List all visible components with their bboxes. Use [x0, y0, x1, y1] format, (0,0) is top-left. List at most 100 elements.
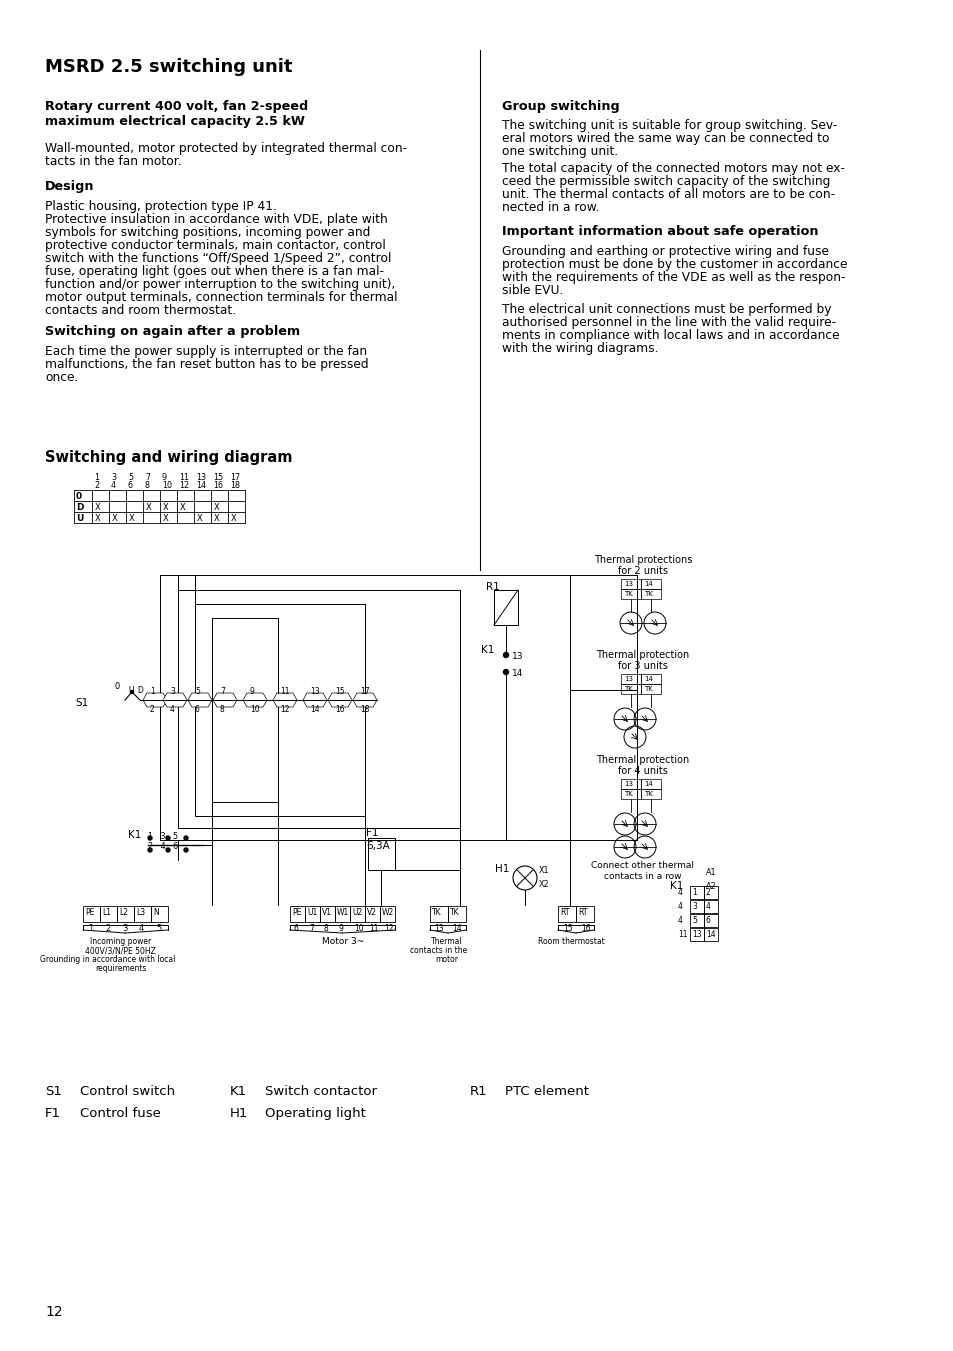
Text: 16: 16: [335, 705, 344, 713]
Text: 1: 1: [88, 924, 93, 934]
Text: 5: 5: [194, 688, 200, 696]
Bar: [640, 580, 660, 589]
Text: 8: 8: [324, 924, 329, 934]
Bar: [194, 604, 365, 816]
Bar: [368, 838, 395, 870]
Bar: [689, 928, 703, 942]
Text: 7: 7: [145, 473, 150, 482]
Circle shape: [166, 836, 170, 840]
Text: motor output terminals, connection terminals for thermal: motor output terminals, connection termi…: [45, 290, 397, 304]
Text: 7: 7: [309, 924, 314, 934]
Text: 6: 6: [128, 481, 132, 490]
Text: 2: 2: [105, 924, 111, 934]
Bar: [430, 907, 448, 921]
Text: 17: 17: [230, 473, 240, 482]
Text: 14: 14: [452, 924, 461, 934]
Text: malfunctions, the fan reset button has to be pressed: malfunctions, the fan reset button has t…: [45, 358, 368, 372]
Text: 12: 12: [179, 481, 189, 490]
Text: 1: 1: [691, 888, 696, 897]
Bar: [335, 907, 350, 921]
Text: Control switch: Control switch: [80, 1085, 175, 1098]
Text: 4: 4: [678, 916, 682, 925]
Text: 12: 12: [280, 705, 289, 713]
Bar: [448, 907, 465, 921]
Circle shape: [184, 848, 188, 852]
Text: Thermal protection: Thermal protection: [596, 755, 689, 765]
Polygon shape: [303, 693, 327, 707]
Text: 6: 6: [294, 924, 298, 934]
Bar: [133, 907, 151, 921]
Bar: [640, 684, 660, 694]
Text: 11: 11: [678, 929, 687, 939]
Text: 13: 13: [512, 653, 523, 661]
Bar: [151, 907, 168, 921]
Text: protective conductor terminals, main contactor, control: protective conductor terminals, main con…: [45, 239, 385, 253]
Text: A1: A1: [705, 867, 716, 877]
Text: 14: 14: [643, 676, 652, 682]
Text: 6: 6: [194, 705, 200, 713]
Bar: [83, 907, 100, 921]
Text: X: X: [231, 513, 236, 523]
Text: 2   4   6: 2 4 6: [148, 842, 178, 851]
Text: 13: 13: [310, 688, 319, 696]
Text: motor: motor: [435, 955, 458, 965]
Bar: [290, 907, 305, 921]
Text: ments in compliance with local laws and in accordance: ments in compliance with local laws and …: [501, 330, 839, 342]
Bar: [576, 907, 594, 921]
Text: Grounding and earthing or protective wiring and fuse: Grounding and earthing or protective wir…: [501, 245, 828, 258]
Text: 11: 11: [179, 473, 189, 482]
Text: 5: 5: [128, 473, 133, 482]
Text: Connect other thermal: Connect other thermal: [591, 861, 694, 870]
Text: one switching unit.: one switching unit.: [501, 145, 618, 158]
Polygon shape: [188, 693, 212, 707]
Circle shape: [503, 670, 508, 674]
Text: Thermal protection: Thermal protection: [596, 650, 689, 661]
Text: TK: TK: [623, 686, 632, 692]
Text: contacts in the: contacts in the: [410, 946, 467, 955]
Text: 14: 14: [512, 669, 523, 678]
Text: TK: TK: [623, 790, 632, 797]
Text: contacts in a row: contacts in a row: [603, 871, 681, 881]
Text: 18: 18: [359, 705, 369, 713]
Text: X: X: [196, 513, 203, 523]
Text: 14: 14: [310, 705, 319, 713]
Text: 13: 13: [623, 781, 633, 788]
Text: H1: H1: [230, 1106, 248, 1120]
Text: RT: RT: [578, 908, 587, 917]
Bar: [703, 886, 718, 898]
Bar: [703, 928, 718, 942]
Text: Wall-mounted, motor protected by integrated thermal con-: Wall-mounted, motor protected by integra…: [45, 142, 407, 155]
Text: X: X: [163, 513, 169, 523]
Text: 9: 9: [250, 688, 254, 696]
Text: K1: K1: [230, 1085, 247, 1098]
Text: Switch contactor: Switch contactor: [265, 1085, 376, 1098]
Bar: [620, 580, 640, 589]
Bar: [319, 907, 335, 921]
Polygon shape: [328, 693, 352, 707]
Text: 1   3   5: 1 3 5: [148, 832, 178, 842]
Bar: [620, 684, 640, 694]
Text: V2: V2: [367, 908, 376, 917]
Text: with the wiring diagrams.: with the wiring diagrams.: [501, 342, 658, 355]
Text: 10: 10: [162, 481, 172, 490]
Text: X: X: [163, 503, 169, 512]
Text: Thermal protections: Thermal protections: [593, 555, 692, 565]
Text: function and/or power interruption to the switching unit),: function and/or power interruption to th…: [45, 278, 395, 290]
Text: nected in a row.: nected in a row.: [501, 201, 598, 213]
Text: 400V/3/N/PE 50HZ: 400V/3/N/PE 50HZ: [86, 946, 156, 955]
Text: The total capacity of the connected motors may not ex-: The total capacity of the connected moto…: [501, 162, 844, 176]
Text: 14: 14: [705, 929, 715, 939]
Circle shape: [184, 836, 188, 840]
Text: 13: 13: [434, 924, 443, 934]
Text: W2: W2: [381, 908, 394, 917]
Text: PTC element: PTC element: [504, 1085, 588, 1098]
Text: X: X: [112, 513, 117, 523]
Bar: [160, 576, 569, 840]
Text: 4: 4: [139, 924, 144, 934]
Text: S1: S1: [75, 698, 89, 708]
Text: 5: 5: [156, 924, 161, 934]
Text: 18: 18: [230, 481, 240, 490]
Text: X: X: [146, 503, 152, 512]
Text: 2: 2: [150, 705, 154, 713]
Text: Group switching: Group switching: [501, 100, 619, 113]
